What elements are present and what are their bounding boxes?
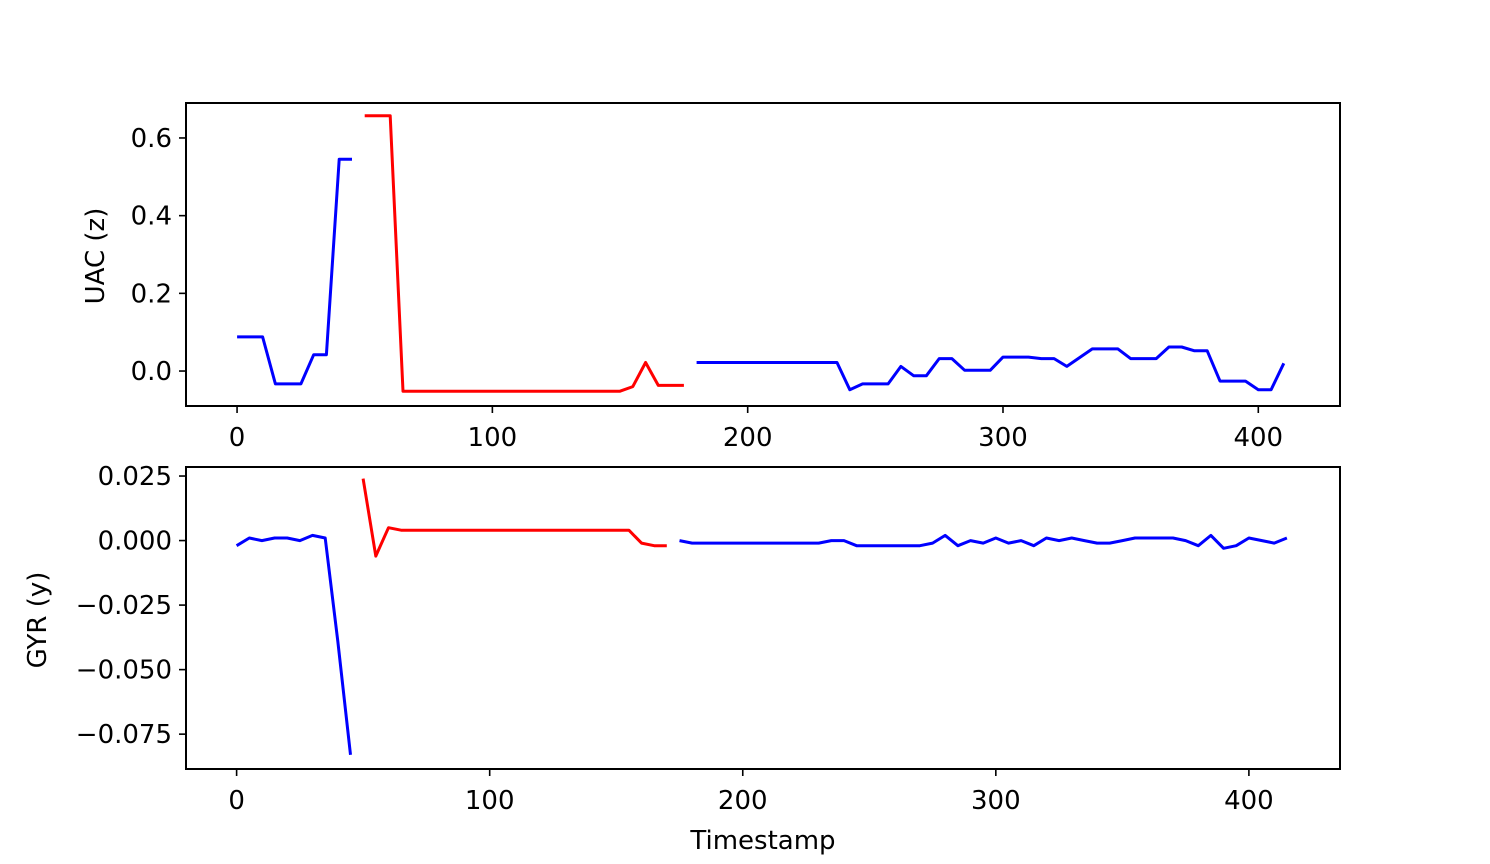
top-series-line-3 xyxy=(696,345,1286,392)
top-x-tick-label: 100 xyxy=(468,423,518,453)
top-y-tick-label: 0.4 xyxy=(131,202,172,232)
bottom-series-line-1 xyxy=(235,533,352,755)
bottom-series xyxy=(235,478,1288,755)
top-y-ticks: 0.0 0.2 0.4 0.6 xyxy=(131,124,186,387)
bottom-series-line-3 xyxy=(679,533,1288,550)
bottom-y-tick-label: −0.050 xyxy=(76,656,172,686)
bottom-y-tick-label: −0.075 xyxy=(76,720,172,750)
bottom-x-axis-label: Timestamp xyxy=(689,826,835,856)
top-series-line-1 xyxy=(237,157,352,386)
top-y-tick-label: 0.6 xyxy=(131,124,172,154)
top-series xyxy=(237,114,1286,393)
bottom-x-tick-label: 0 xyxy=(228,786,245,816)
bottom-y-ticks: 0.025 0.000 −0.025 −0.050 −0.075 xyxy=(76,462,186,750)
bottom-y-tick-label: 0.000 xyxy=(98,527,172,557)
top-x-tick-label: 0 xyxy=(229,423,246,453)
bottom-subplot: GYR (y) Timestamp 0 100 200 300 400 0.0250.0… xyxy=(23,462,1341,856)
top-y-axis-label: UAC (z) xyxy=(81,208,111,305)
bottom-x-tick-label: 200 xyxy=(718,786,768,816)
bottom-y-axis-label: GYR (y) xyxy=(23,572,53,669)
bottom-series-line-2 xyxy=(361,478,667,558)
top-x-tick-label: 400 xyxy=(1233,423,1283,453)
top-x-tick-label: 200 xyxy=(723,423,773,453)
bottom-y-tick-label: −0.025 xyxy=(76,591,172,621)
bottom-y-tick-label: 0.025 xyxy=(98,462,172,492)
bottom-x-tick-label: 400 xyxy=(1224,786,1274,816)
top-plot-frame xyxy=(185,102,1341,407)
top-y-tick-label: 0.0 xyxy=(131,357,172,387)
bottom-plot-frame xyxy=(185,466,1341,770)
bottom-x-ticks: 0 100 200 300 400 xyxy=(228,769,1274,816)
top-x-tick-label: 300 xyxy=(978,423,1028,453)
top-subplot: UAC (z) 0 100 200 300 400 0.0 0.2 0.4 0.6 xyxy=(81,102,1341,453)
bottom-x-tick-label: 100 xyxy=(465,786,515,816)
top-x-ticks: 0 100 200 300 400 xyxy=(229,406,1283,453)
top-series-line-2 xyxy=(364,114,684,393)
top-y-tick-label: 0.2 xyxy=(131,279,172,309)
bottom-x-tick-label: 300 xyxy=(971,786,1021,816)
